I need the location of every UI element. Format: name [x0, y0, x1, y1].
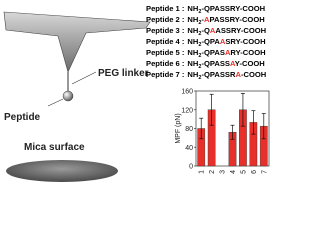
pointer: [71, 71, 97, 85]
formula-sub: 2: [198, 42, 201, 48]
sequence-part: ASSRY-COOH: [215, 26, 266, 35]
x-tick-label: 7: [261, 170, 268, 174]
bar-chart: MPF (pN) 0 40 80 120 160 1 2 3 4 5 6 7: [175, 89, 270, 174]
peptide-line: Peptide 7 : NH2-QPASSRA-COOH: [146, 70, 266, 81]
formula-head: NH: [187, 4, 198, 13]
peptide-line: Peptide 2 : NH2-APASSRY-COOH: [146, 15, 265, 26]
sequence-part: -QPASSRY-COOH: [201, 4, 265, 13]
y-tick-label: 40: [185, 145, 193, 152]
sequence-part: -QPASSR: [201, 70, 236, 79]
x-tick-label: 2: [209, 170, 216, 174]
peptide-name: Peptide 5 :: [146, 48, 184, 57]
sequence-part: A: [210, 26, 216, 35]
sequence-part: -COOH: [241, 70, 266, 79]
formula-sub: 2: [198, 9, 201, 15]
y-tick-label: 120: [181, 107, 193, 114]
peptide-line: Peptide 4 : NH2-QPAASRY-COOH: [146, 37, 266, 48]
y-tick-label: 160: [181, 89, 193, 96]
sequence-part: -QPAS: [201, 48, 225, 57]
sequence-part: A: [235, 70, 241, 79]
sequence-part: -Q: [201, 26, 210, 35]
peptide-name: Peptide 1 :: [146, 4, 184, 13]
formula-head: NH: [187, 26, 198, 35]
cantilever: [3, 11, 151, 73]
pointer: [47, 98, 64, 107]
peptide-name: Peptide 2 :: [146, 15, 184, 24]
formula-head: NH: [187, 59, 198, 68]
peptide-line: Peptide 3 : NH2-QAASSRY-COOH: [146, 26, 266, 37]
peptide-line: Peptide 6 : NH2-QPASSAY-COOH: [146, 59, 265, 70]
x-tick-label: 4: [230, 170, 237, 174]
formula-head: NH: [187, 48, 198, 57]
x-tick-label: 6: [251, 170, 258, 174]
formula-sub: 2: [198, 53, 201, 59]
peptide-label: Peptide: [4, 112, 41, 123]
sequence-part: -: [201, 15, 204, 24]
sequence-part: RY-COOH: [230, 48, 265, 57]
peptide-name: Peptide 7 :: [146, 70, 184, 79]
sequence-part: A: [220, 37, 226, 46]
mica-surface: [6, 160, 118, 182]
sequence-part: A: [225, 48, 231, 57]
figure: PEG linker Peptide Mica surface Peptide …: [3, 4, 270, 182]
formula-head: NH: [187, 15, 198, 24]
linker-label: PEG linker: [98, 68, 149, 79]
peptide-name: Peptide 4 :: [146, 37, 184, 46]
peptide-line: Peptide 1 : NH2-QPASSRY-COOH: [146, 4, 265, 15]
sequence-part: Y-COOH: [235, 59, 265, 68]
peptide-name: Peptide 3 :: [146, 26, 184, 35]
formula-sub: 2: [198, 75, 201, 81]
y-tick-label: 0: [189, 164, 193, 171]
formula-sub: 2: [198, 20, 201, 26]
x-tick-label: 1: [199, 170, 206, 174]
formula-head: NH: [187, 37, 198, 46]
formula-sub: 2: [198, 31, 201, 37]
y-axis-label: MPF (pN): [175, 113, 182, 143]
formula-head: NH: [187, 70, 198, 79]
sequence-part: -QPA: [201, 37, 220, 46]
peptide-line: Peptide 5 : NH2-QPASARY-COOH: [146, 48, 266, 59]
sequence-part: A: [204, 15, 210, 24]
sequence-part: PASSRY-COOH: [209, 15, 264, 24]
surface-label: Mica surface: [24, 142, 85, 153]
sequence-part: -QPASS: [201, 59, 230, 68]
x-tick-label: 3: [220, 170, 227, 174]
peptide-name: Peptide 6 :: [146, 59, 184, 68]
sequence-part: SRY-COOH: [225, 37, 265, 46]
formula-sub: 2: [198, 64, 201, 70]
peptide-ball: [62, 90, 74, 102]
x-tick-label: 5: [240, 170, 247, 174]
sequence-part: A: [230, 59, 236, 68]
y-tick-label: 80: [185, 126, 193, 133]
